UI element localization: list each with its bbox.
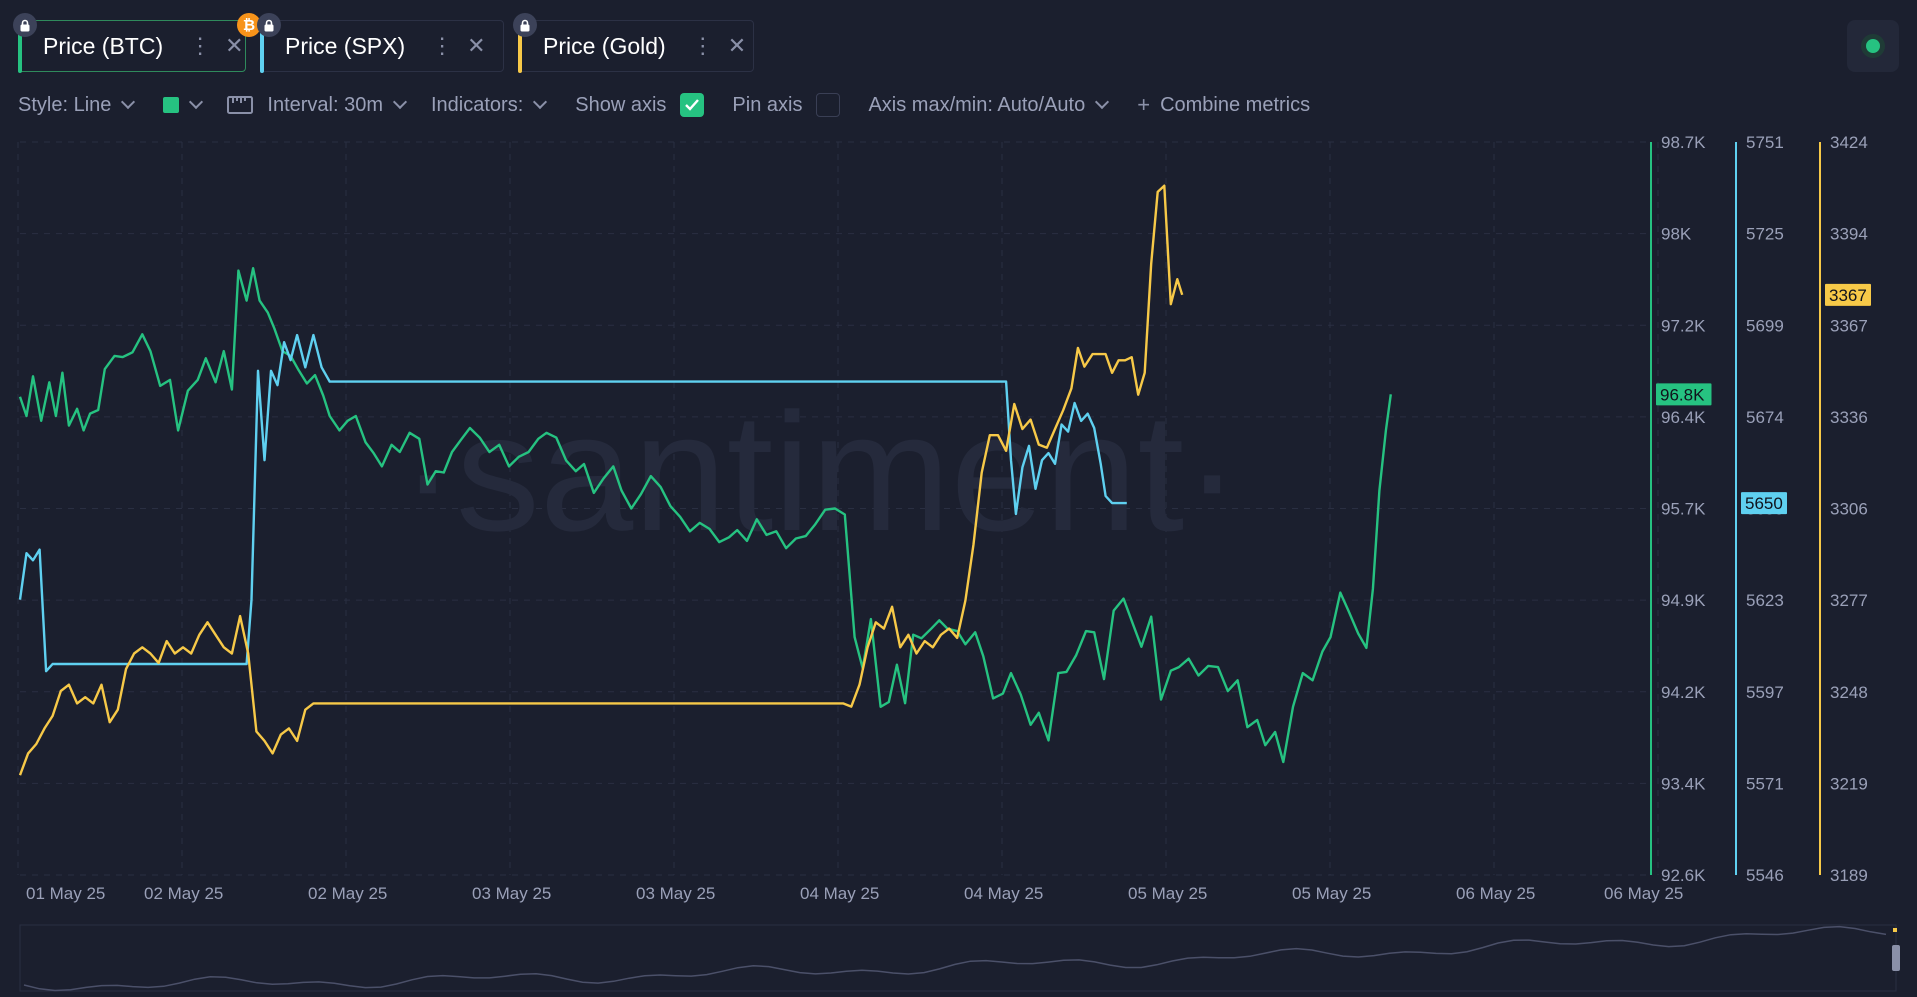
x-tick-label: 03 May 25 (636, 884, 715, 903)
y-tick-label: 3367 (1830, 316, 1868, 335)
y-tick-label: 3336 (1830, 408, 1868, 427)
navigator-frame (19, 924, 1897, 992)
current-value-badge (1656, 383, 1712, 406)
y-tick-label: 3424 (1830, 133, 1868, 152)
y-tick-label: 94.2K (1661, 683, 1706, 702)
chart-axes: 98.7K 98K 97.2K 96.4K 95.7K 94.9K 94.2K 93.4K 92… (1650, 133, 1871, 885)
style-label: Style: Line (18, 93, 112, 116)
santiment-watermark: ·santiment· (400, 378, 1240, 566)
y-tick-label: 98K (1661, 225, 1692, 244)
style-dropdown[interactable]: Style: Line (18, 93, 136, 117)
y-tick-label: 3277 (1830, 591, 1868, 610)
tab-label: Price (Gold) (543, 32, 666, 59)
axis-minmax-label: Axis max/min: Auto/Auto (868, 93, 1086, 116)
tab-color-bar (260, 31, 264, 73)
current-value-label: 5650 (1745, 494, 1783, 513)
navigator-curve (23, 925, 1887, 992)
y-tick-label: 3248 (1830, 683, 1868, 702)
y-tick-label: 94.9K (1661, 591, 1706, 610)
y-tick-label: 95.7K (1661, 500, 1706, 519)
x-tick-label: 05 May 25 (1128, 884, 1207, 903)
series-line-price-btc (18, 267, 1392, 764)
navigator-marker (1893, 928, 1897, 932)
x-tick-label: 06 May 25 (1604, 884, 1683, 903)
tab-color-bar (18, 31, 22, 73)
tab-color-bar (518, 31, 522, 73)
tab-price-btc[interactable]: Price (BTC) ⋮ ✕ (13, 13, 246, 73)
range-navigator[interactable] (19, 924, 1900, 992)
y-tick-label: 3306 (1830, 500, 1868, 519)
combine-metrics-label: Combine metrics (1160, 93, 1311, 116)
navigator-handle (1892, 945, 1900, 971)
series-line-price-gold (18, 184, 1184, 776)
pin-axis-toggle[interactable]: Pin axis (732, 93, 841, 117)
x-tick-label: 04 May 25 (800, 884, 879, 903)
tab-label: Price (BTC) (43, 32, 164, 59)
lock-icon (257, 13, 281, 37)
x-tick-label: 05 May 25 (1292, 884, 1371, 903)
x-tick-label: 02 May 25 (144, 884, 223, 903)
y-tick-label: 96.4K (1661, 408, 1706, 427)
pin-axis-label: Pin axis (732, 93, 803, 116)
tab-price-gold[interactable]: Price (Gold) ⋮ ✕ (513, 13, 754, 73)
chart-settings-button[interactable] (1847, 20, 1899, 72)
current-value-badge (1741, 492, 1787, 515)
indicators-label: Indicators: (431, 93, 524, 116)
y-tick-label: 92.6K (1661, 866, 1706, 885)
check-icon (685, 99, 700, 111)
plus-icon: + (1137, 92, 1151, 117)
interval-dropdown[interactable]: Interval: 30m (227, 93, 408, 117)
y-tick-label: 3219 (1830, 774, 1868, 793)
show-axis-checkbox[interactable] (680, 93, 705, 117)
chart-series (18, 184, 1392, 776)
pin-axis-checkbox[interactable] (816, 93, 841, 117)
current-value-label: 96.8K (1660, 385, 1705, 404)
x-tick-label: 06 May 25 (1456, 884, 1535, 903)
y-tick-label: 5699 (1746, 316, 1784, 335)
indicators-dropdown[interactable]: Indicators: (431, 93, 548, 117)
x-tick-label: 03 May 25 (472, 884, 551, 903)
tab-price-spx[interactable]: ₿ Price (SPX) ⋮ ✕ (237, 13, 504, 73)
y-tick-label: 5725 (1746, 225, 1784, 244)
current-value-badge (1825, 283, 1871, 306)
close-icon[interactable]: ✕ (467, 33, 486, 58)
interval-label: Interval: 30m (267, 93, 383, 116)
lock-icon (513, 13, 537, 37)
close-icon[interactable]: ✕ (225, 33, 244, 58)
y-tick-label: 5674 (1746, 408, 1784, 427)
y-tick-label: 3394 (1830, 225, 1868, 244)
color-dropdown[interactable] (163, 94, 204, 113)
y-tick-label: 5623 (1746, 591, 1784, 610)
x-axis: 01 May 25 02 May 25 02 May 25 03 May 25 03 M… (26, 884, 1683, 903)
current-value-label: 3367 (1829, 286, 1867, 305)
y-tick-label: 5597 (1746, 683, 1784, 702)
status-dot-icon (1866, 39, 1880, 53)
y-tick-label: 97.2K (1661, 316, 1706, 335)
show-axis-toggle[interactable]: Show axis (575, 93, 705, 117)
lock-icon (13, 13, 37, 37)
y-tick-label: 5751 (1746, 133, 1784, 152)
axis-minmax-dropdown[interactable]: Axis max/min: Auto/Auto (868, 93, 1110, 117)
tab-label: Price (SPX) (285, 32, 406, 59)
ruler-icon (227, 96, 254, 114)
x-tick-label: 02 May 25 (308, 884, 387, 903)
x-tick-label: 01 May 25 (26, 884, 105, 903)
y-tick-label: 98.7K (1661, 133, 1706, 152)
combine-metrics-button[interactable]: + Combine metrics (1137, 92, 1310, 118)
y-tick-label: 5546 (1746, 866, 1784, 885)
metric-tabs: Price (BTC) ⋮ ✕ ₿ Price (SPX) ⋮ ✕ Price … (13, 13, 754, 74)
x-tick-label: 04 May 25 (964, 884, 1043, 903)
close-icon[interactable]: ✕ (727, 33, 747, 58)
show-axis-label: Show axis (575, 93, 667, 116)
series-line-price-spx (18, 333, 1127, 673)
y-tick-label: 93.4K (1661, 774, 1706, 793)
y-tick-label: 3189 (1830, 866, 1868, 885)
chart-toolbar: Style: Line Interval: 30m Indicators: Sh… (18, 90, 1310, 120)
color-swatch (163, 97, 180, 113)
y-tick-label: 5571 (1746, 774, 1784, 793)
